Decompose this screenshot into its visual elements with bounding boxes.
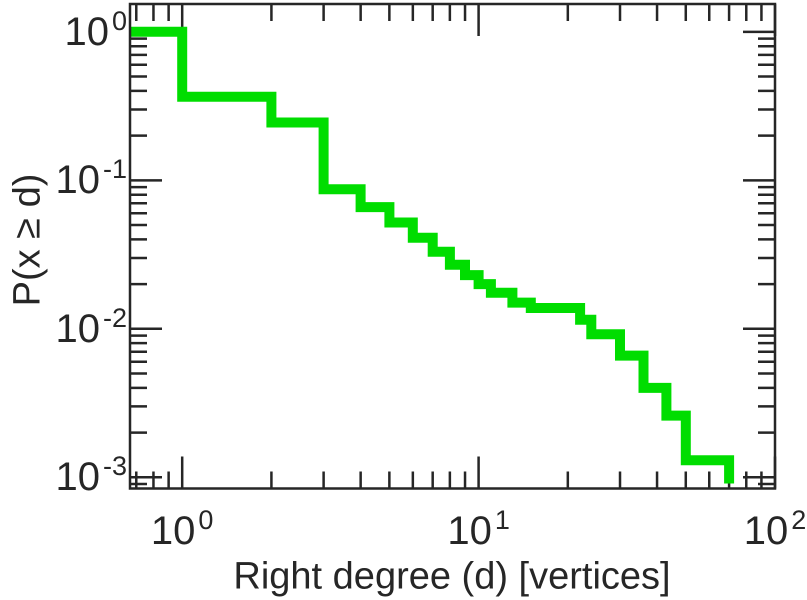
- tick-base: 10: [55, 158, 100, 203]
- tick-base: 10: [55, 455, 100, 500]
- plot-border: [128, 2, 777, 490]
- tick-base: 10: [55, 306, 100, 351]
- y-tick-label: 10 -2: [55, 304, 127, 351]
- x-axis-label: Right degree (d) [vertices]: [233, 555, 671, 598]
- y-tick-label: 10 0: [64, 7, 127, 54]
- tick-exponent: -2: [102, 302, 127, 333]
- ccdf-step-line: [130, 26, 735, 484]
- tick-exponent: -3: [102, 451, 127, 482]
- tick-base: 10: [64, 9, 109, 54]
- tick-base: 10: [447, 509, 492, 553]
- x-tick-label: 10 2: [743, 507, 807, 553]
- tick-exponent: 2: [791, 505, 807, 535]
- y-tick-label: 10 -1: [55, 156, 127, 203]
- tick-exponent: 1: [494, 505, 510, 535]
- tick-base: 10: [743, 509, 789, 553]
- tick-exponent: -1: [102, 154, 127, 185]
- tick-exponent: 0: [198, 505, 214, 535]
- tick-exponent: 0: [111, 5, 127, 36]
- y-tick-label: 10 -3: [55, 453, 127, 500]
- x-tick-label: 10 1: [447, 507, 510, 553]
- y-axis-label: P(x ≥ d): [6, 173, 49, 307]
- x-tick-label: 10 0: [150, 507, 214, 553]
- tick-base: 10: [150, 509, 196, 553]
